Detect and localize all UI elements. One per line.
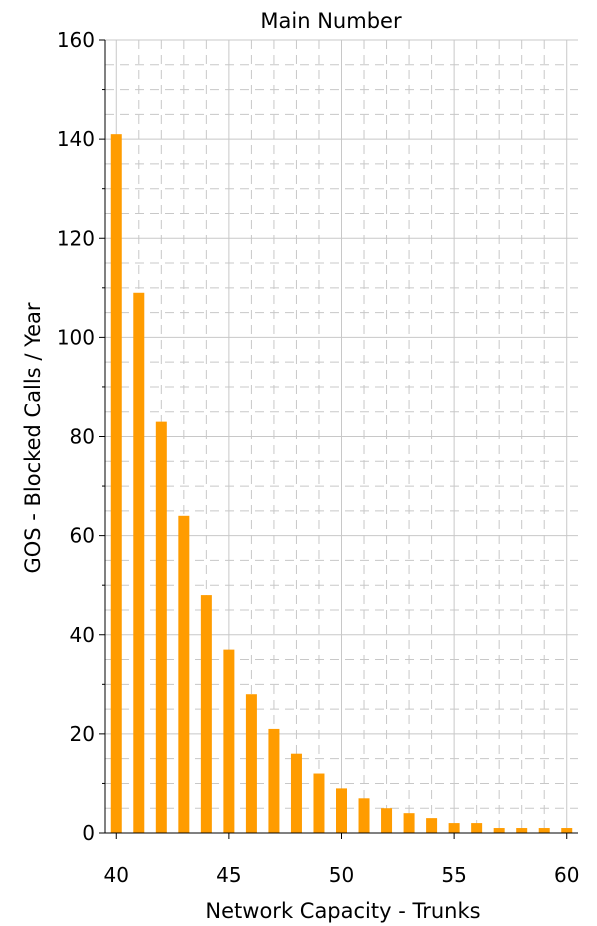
- bar-43: [178, 515, 190, 833]
- bar-45: [223, 649, 235, 833]
- gridlines: [105, 39, 578, 834]
- x-tick-label: 40: [104, 863, 129, 887]
- x-tick-label: 60: [554, 863, 579, 887]
- y-tick-label: 120: [57, 226, 95, 250]
- bar-48: [290, 753, 302, 833]
- y-tick-labels: 0 20 40 60 80 100 120 140 160: [57, 28, 95, 845]
- bar-60: [561, 828, 573, 833]
- bar-59: [538, 828, 550, 833]
- y-tick-label: 80: [70, 425, 95, 449]
- y-tick-label: 140: [57, 127, 95, 151]
- y-tick-label: 0: [82, 821, 95, 845]
- bar-53: [403, 813, 415, 833]
- y-tick-label: 100: [57, 325, 95, 349]
- bar-41: [133, 292, 145, 833]
- bar-51: [358, 798, 370, 833]
- bar-56: [471, 823, 483, 833]
- bar-55: [448, 823, 460, 833]
- x-axis-label: Network Capacity - Trunks: [205, 899, 480, 923]
- bar-40: [110, 134, 122, 833]
- bar-50: [336, 788, 347, 833]
- bars: [110, 134, 573, 833]
- y-axis-label: GOS - Blocked Calls / Year: [21, 302, 45, 573]
- axes: [99, 39, 578, 839]
- bar-57: [493, 828, 505, 833]
- y-tick-label: 60: [70, 524, 95, 548]
- y-tick-label: 40: [70, 623, 95, 647]
- y-tick-label: 160: [57, 28, 95, 52]
- bar-42: [155, 421, 167, 833]
- chart-title: Main Number: [260, 9, 402, 33]
- x-tick-label: 45: [216, 863, 241, 887]
- bar-58: [516, 828, 528, 833]
- bar-54: [426, 818, 438, 833]
- bar-46: [245, 694, 257, 833]
- bar-49: [313, 773, 325, 833]
- bar-52: [381, 808, 393, 833]
- y-tick-label: 20: [70, 722, 95, 746]
- x-tick-label: 55: [441, 863, 466, 887]
- x-tick-label: 50: [329, 863, 354, 887]
- bar-47: [268, 728, 280, 833]
- bar-44: [200, 595, 212, 833]
- x-tick-labels: 40 45 50 55 60: [104, 863, 580, 887]
